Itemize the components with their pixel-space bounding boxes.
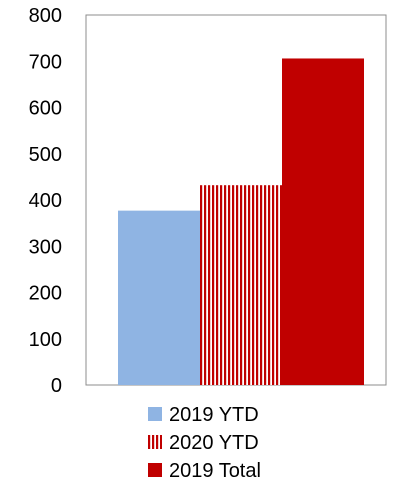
legend-label: 2019 Total	[169, 460, 261, 482]
bar-2019-total	[282, 58, 364, 385]
y-tick-label: 800	[29, 5, 62, 27]
y-tick-label: 700	[29, 51, 62, 73]
legend-swatch	[148, 407, 162, 421]
bar-2020-ytd	[200, 185, 282, 385]
legend-label: 2019 YTD	[169, 404, 259, 426]
legend-swatch	[148, 463, 162, 477]
legend: 2019 YTD 2020 YTD 2019 Total	[148, 404, 261, 482]
legend-swatch	[148, 435, 162, 449]
y-tick-label: 300	[29, 236, 62, 258]
y-tick-label: 400	[29, 190, 62, 212]
y-tick-label: 200	[29, 283, 62, 305]
y-tick-label: 500	[29, 144, 62, 166]
bars	[118, 58, 364, 385]
legend-label: 2020 YTD	[169, 432, 259, 454]
y-axis-tick-labels: 0 100 200 300 400 500 600 700 800	[29, 5, 62, 397]
y-tick-label: 0	[51, 375, 62, 397]
bar-2019-ytd	[118, 210, 200, 385]
y-tick-label: 600	[29, 98, 62, 120]
y-tick-label: 100	[29, 329, 62, 351]
